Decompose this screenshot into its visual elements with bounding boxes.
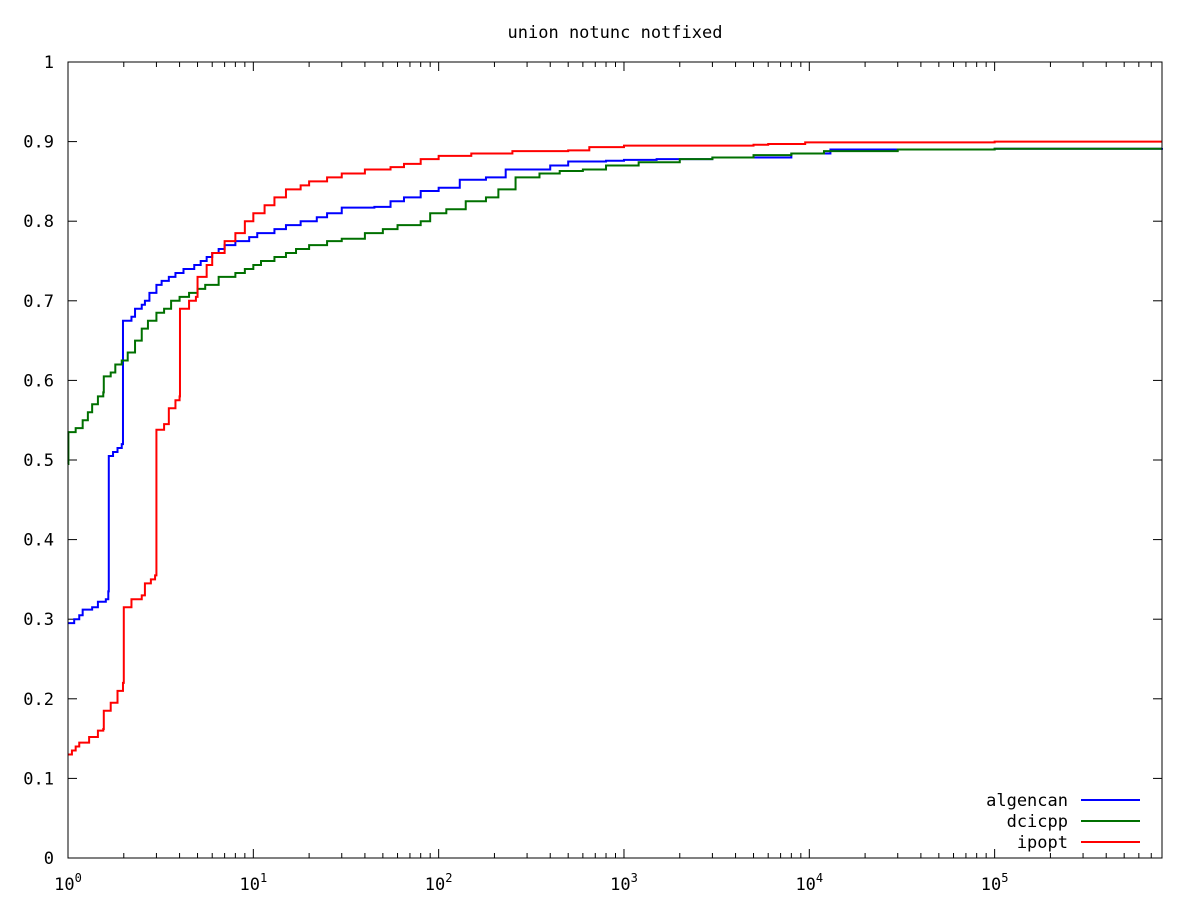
y-tick-label: 0.2	[23, 690, 54, 710]
x-tick-base: 10	[795, 875, 815, 895]
x-tick-base: 10	[425, 875, 445, 895]
legend-label-ipopt: ipopt	[1017, 833, 1068, 853]
y-tick-label: 0.9	[23, 133, 54, 153]
y-tick-label: 0.4	[23, 531, 54, 551]
y-tick-label: 0.6	[23, 371, 54, 391]
x-tick-label: 102	[425, 871, 453, 895]
series-line-algencan	[68, 147, 1163, 625]
y-tick-label: 0.8	[23, 212, 54, 232]
x-tick-base: 10	[239, 875, 259, 895]
x-tick-base: 10	[981, 875, 1001, 895]
series-line-ipopt	[68, 140, 1162, 756]
x-tick-exponent: 5	[1001, 871, 1008, 885]
x-tick-base: 10	[54, 875, 74, 895]
legend-label-dcicpp: dcicpp	[1007, 812, 1068, 832]
x-tick-base: 10	[610, 875, 630, 895]
plot-frame	[67, 61, 1163, 859]
series-group	[67, 140, 1163, 756]
y-tick-label: 0.3	[23, 610, 54, 630]
y-tick-label: 1	[44, 53, 54, 73]
x-tick-label: 103	[610, 871, 638, 895]
x-tick-label: 100	[54, 871, 82, 895]
x-tick-exponent: 0	[75, 871, 82, 885]
x-tick-exponent: 3	[631, 871, 638, 885]
x-tick-label: 104	[795, 871, 823, 895]
x-tick-exponent: 4	[816, 871, 823, 885]
y-tick-label: 0.5	[23, 451, 54, 471]
x-tick-exponent: 2	[445, 871, 452, 885]
y-tick-label: 0.1	[23, 769, 54, 789]
x-tick-exponent: 1	[260, 871, 267, 885]
chart-title: union notunc notfixed	[508, 23, 723, 43]
y-tick-label: 0	[44, 849, 54, 869]
x-tick-label: 105	[981, 871, 1009, 895]
series-line-dcicpp	[67, 147, 1162, 465]
x-tick-label: 101	[239, 871, 267, 895]
legend-label-algencan: algencan	[986, 791, 1068, 811]
y-tick-label: 0.7	[23, 292, 54, 312]
